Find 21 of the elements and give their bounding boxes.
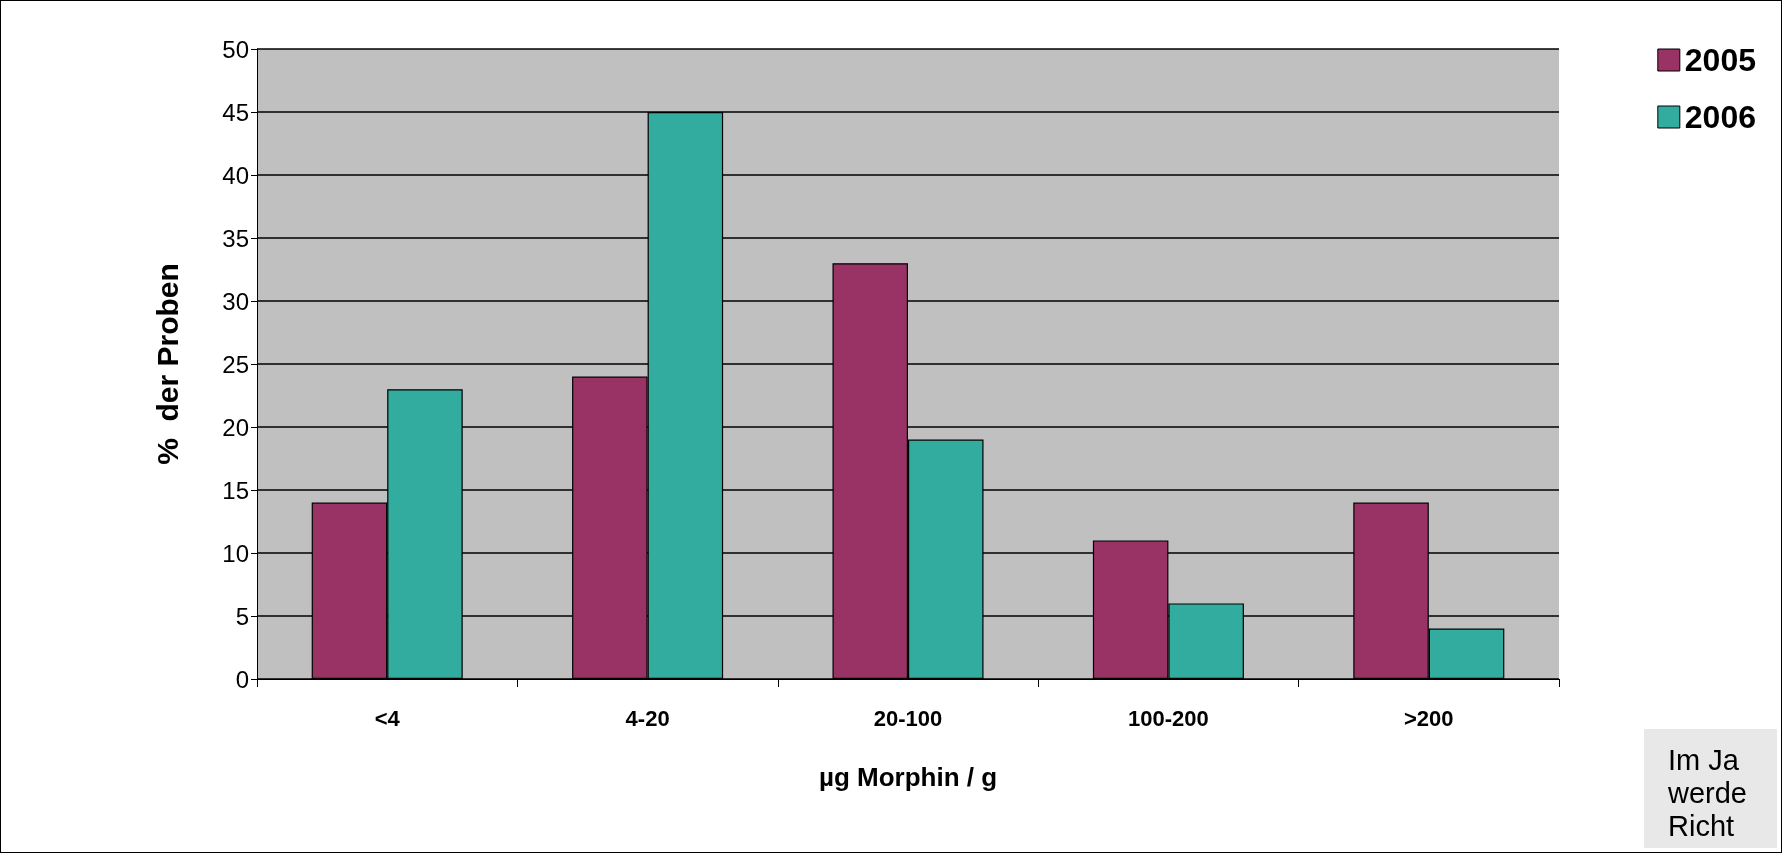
y-tick-label: 5 (235, 602, 249, 630)
x-tick-label: 100-200 (1128, 705, 1209, 731)
legend-label: 2005 (1684, 42, 1756, 78)
x-tick-label: <4 (374, 705, 401, 731)
y-tick-label: 15 (222, 476, 249, 504)
y-tick-label: 40 (222, 161, 249, 189)
y-axis-title: % der Proben (150, 263, 184, 465)
y-tick-label: 30 (222, 287, 249, 315)
x-tick-label: 4-20 (625, 705, 670, 731)
y-tick-label: 20 (222, 413, 249, 441)
y-tick-label: 35 (222, 224, 249, 252)
y-tick-label: 25 (222, 350, 249, 378)
y-tick-label: 45 (222, 98, 249, 126)
x-tick-label: 20-100 (873, 705, 943, 731)
x-axis-title: µg Morphin / g (818, 762, 998, 792)
x-tick-label: >200 (1404, 705, 1454, 731)
y-tick-label: 50 (222, 35, 249, 63)
y-tick-label: 10 (222, 539, 249, 567)
y-tick-label: 0 (235, 665, 249, 693)
legend-label: 2006 (1684, 99, 1756, 135)
text: Im Ja werde Richt (1667, 743, 1748, 842)
